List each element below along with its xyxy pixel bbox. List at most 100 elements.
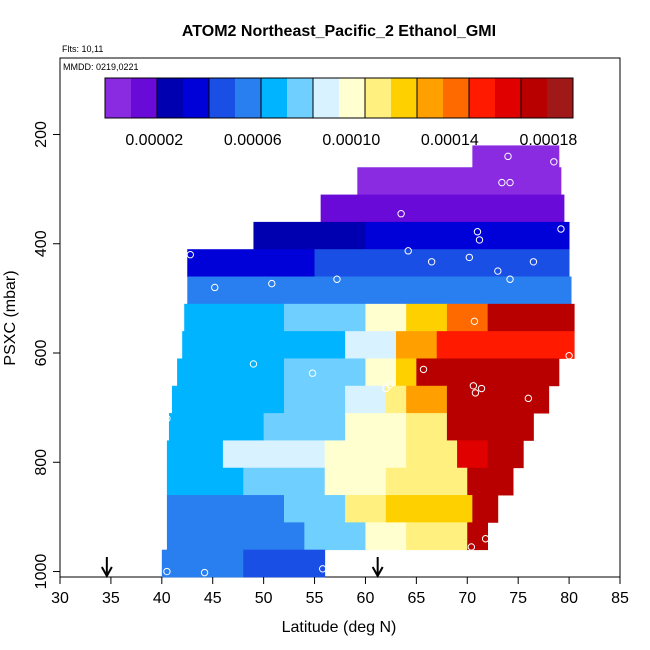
sample-point xyxy=(471,389,480,397)
sample-point xyxy=(467,543,476,551)
x-tick-label: 85 xyxy=(611,590,629,607)
sample-point xyxy=(481,535,490,543)
sample-point xyxy=(498,178,506,187)
heatmap-cell xyxy=(406,303,448,332)
sample-point xyxy=(268,279,276,288)
heatmap-cell xyxy=(365,522,407,551)
dates-label: MMDD: 0219,0221 xyxy=(63,62,139,72)
heatmap-cell xyxy=(416,358,560,387)
colorbar: 0.00002 0.00006 0.00010 0.00014 0.00018 xyxy=(104,77,577,149)
sample-point xyxy=(557,225,565,233)
heatmap-cell xyxy=(243,549,326,578)
heatmap-cell xyxy=(314,276,468,305)
sample-point xyxy=(419,365,428,374)
x-tick-label: 70 xyxy=(458,590,476,607)
y-tick-label: 200 xyxy=(33,121,50,148)
heatmap-cell xyxy=(304,522,366,551)
sample-point xyxy=(475,236,484,244)
x-tick-label: 45 xyxy=(204,590,222,607)
heatmap-cell xyxy=(284,358,366,387)
heatmap-cell xyxy=(314,249,448,277)
colorbar-swatch xyxy=(235,78,262,118)
sample-point xyxy=(308,369,317,377)
colorbar-swatch xyxy=(287,78,314,118)
y-axis: 200 400 600 800 1000 xyxy=(33,121,60,589)
heatmap-cell xyxy=(187,249,315,277)
y-tick-label: 800 xyxy=(33,449,50,476)
heatmap-cell xyxy=(487,413,534,441)
heatmap-cell xyxy=(446,194,565,223)
sample-point xyxy=(469,382,478,390)
heatmap-cell xyxy=(487,440,524,469)
x-axis-label: Latitude (deg N) xyxy=(282,619,397,636)
sample-point xyxy=(550,158,558,166)
heatmap-cell xyxy=(284,303,366,332)
heatmap-cell xyxy=(177,358,285,387)
x-tick-label: 65 xyxy=(407,590,425,607)
heatmap-cell xyxy=(365,221,489,250)
sample-point xyxy=(211,283,219,292)
heatmap-cell xyxy=(385,467,427,496)
x-axis: 30 35 40 45 50 55 60 65 70 75 80 85 xyxy=(51,577,629,607)
x-tick-label: 40 xyxy=(153,590,171,607)
heatmap-cell xyxy=(396,358,417,387)
colorbar-swatch xyxy=(313,78,340,118)
sample-point xyxy=(397,210,405,218)
sample-point xyxy=(473,228,482,236)
heatmap-cell xyxy=(345,413,407,441)
heatmap-cell xyxy=(467,276,572,305)
heatmap-cell xyxy=(222,440,326,469)
heatmap-cell xyxy=(320,194,448,223)
y-tick-label: 400 xyxy=(33,230,50,257)
heatmap-cell xyxy=(166,522,305,551)
sample-point xyxy=(427,258,436,266)
y-tick-label: 1000 xyxy=(33,554,50,590)
x-tick-label: 35 xyxy=(102,590,120,607)
heatmap-cell xyxy=(487,385,550,414)
heatmap-cell xyxy=(187,276,315,305)
heatmap-cell xyxy=(436,331,509,359)
colorbar-tick-label: 0.00006 xyxy=(224,132,282,149)
heatmap-cell xyxy=(406,385,448,414)
sample-point xyxy=(333,275,341,283)
sample-point xyxy=(465,253,474,262)
colorbar-tick-label: 0.00002 xyxy=(125,132,183,149)
sample-point xyxy=(404,247,412,255)
colorbar-swatch xyxy=(339,78,366,118)
heatmap-cell xyxy=(284,385,346,414)
sample-point xyxy=(506,275,514,283)
sample-point xyxy=(455,140,463,149)
heatmap-cell xyxy=(182,331,265,359)
sample-point xyxy=(529,258,538,266)
heatmap-cell xyxy=(472,495,499,523)
heatmap-cell xyxy=(385,495,473,523)
sample-point xyxy=(382,384,390,393)
sample-point xyxy=(186,250,195,259)
flight-arrow-head xyxy=(100,566,113,579)
sample-point xyxy=(494,267,502,275)
heatmap-cell xyxy=(324,467,387,496)
heatmap-cell xyxy=(518,145,560,168)
sample-point xyxy=(200,568,209,577)
sample-point xyxy=(163,414,171,423)
heatmap-cell xyxy=(487,221,570,250)
x-tick-label: 75 xyxy=(509,590,527,607)
colorbar-swatch xyxy=(105,78,132,118)
sample-point xyxy=(163,567,171,576)
heatmap-cell xyxy=(345,385,387,414)
colorbar-swatch xyxy=(261,78,288,118)
sample-point xyxy=(249,360,258,368)
heatmap-cells xyxy=(161,145,575,578)
colorbar-swatch xyxy=(365,78,392,118)
colorbar-swatch xyxy=(417,78,444,118)
chart-title: ATOM2 Northeast_Pacific_2 Ethanol_GMI xyxy=(182,23,496,40)
sample-point xyxy=(506,178,514,187)
sample-point xyxy=(565,352,573,360)
heatmap-cell xyxy=(467,522,489,551)
colorbar-swatch xyxy=(443,78,470,118)
heatmap-cell xyxy=(457,440,489,469)
heatmap-cell xyxy=(406,522,468,551)
x-tick-label: 30 xyxy=(51,590,69,607)
colorbar-tick-label: 0.00014 xyxy=(421,132,479,149)
